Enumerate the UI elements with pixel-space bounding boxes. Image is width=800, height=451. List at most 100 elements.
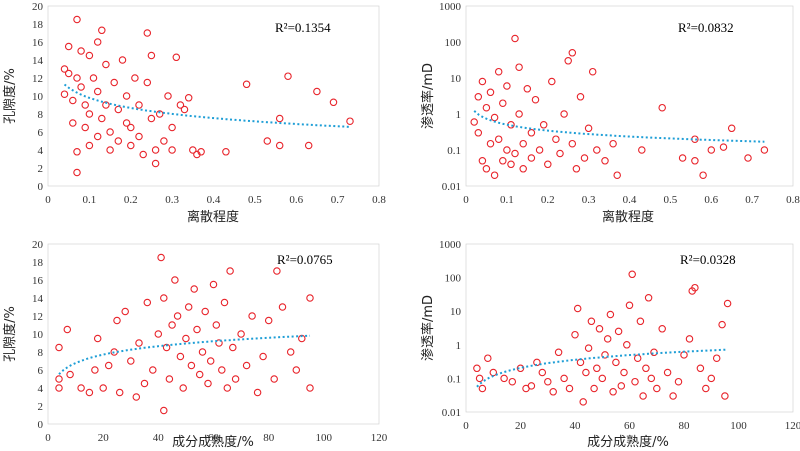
data-point <box>223 384 232 392</box>
data-point <box>209 280 218 289</box>
data-point <box>696 364 705 373</box>
data-point <box>180 105 189 114</box>
data-point <box>81 101 89 109</box>
data-point <box>98 114 106 123</box>
data-point <box>633 354 642 362</box>
data-point <box>114 137 123 145</box>
data-point <box>190 285 198 293</box>
data-point <box>193 325 201 334</box>
data-point <box>69 96 77 105</box>
data-point <box>229 343 237 352</box>
data-point <box>172 53 181 62</box>
data-point <box>519 165 527 173</box>
data-point <box>503 146 511 154</box>
data-point <box>168 321 176 329</box>
data-point <box>143 78 152 87</box>
data-point <box>313 87 321 96</box>
data-point <box>674 377 683 386</box>
data-point <box>474 93 483 101</box>
x-tick-label: 0.1 <box>500 194 514 206</box>
data-point <box>259 352 267 361</box>
data-point <box>91 366 99 374</box>
data-point <box>511 149 519 158</box>
data-point <box>149 366 157 374</box>
data-point <box>212 321 221 329</box>
data-point <box>484 354 492 362</box>
y-tick-label: 10 <box>32 91 44 103</box>
data-point <box>173 312 182 320</box>
data-point <box>263 137 272 145</box>
data-point <box>135 101 143 109</box>
data-point <box>139 150 147 159</box>
data-point <box>490 113 499 122</box>
data-point <box>147 114 156 123</box>
data-point <box>601 157 609 165</box>
r-squared-label: R²=0.0832 <box>678 20 734 35</box>
data-point <box>614 327 623 336</box>
data-point <box>275 141 284 150</box>
data-point <box>135 339 143 347</box>
data-point <box>73 148 81 156</box>
data-point <box>304 141 313 150</box>
data-point <box>168 146 176 154</box>
data-point <box>122 92 131 100</box>
data-point <box>264 316 273 325</box>
data-point <box>220 298 229 307</box>
y-tick-label: 14 <box>32 55 44 67</box>
data-point <box>85 388 94 397</box>
x-tick-label: 80 <box>263 432 275 444</box>
data-point <box>63 325 72 334</box>
x-tick-label: 0 <box>45 194 51 206</box>
x-tick-label: 0.5 <box>664 194 678 206</box>
data-point <box>140 379 149 388</box>
data-point <box>131 74 139 82</box>
data-point <box>556 149 564 158</box>
data-point <box>179 384 187 392</box>
y-tick-label: 8 <box>38 347 44 359</box>
data-point <box>744 154 752 162</box>
data-point <box>702 384 710 393</box>
scatter-points <box>470 34 769 179</box>
data-point <box>60 65 69 73</box>
data-point <box>77 47 85 55</box>
x-tick-labels: 0 0.1 0.2 0.3 0.4 0.5 0.6 0.7 0.8 <box>463 194 800 206</box>
data-point <box>723 299 732 308</box>
data-point <box>242 80 251 89</box>
y-tick-label: 4 <box>38 383 44 395</box>
y-tick-label: 0.01 <box>442 407 461 419</box>
y-tick-labels: 0 2 4 6 8 10 12 14 16 18 20 <box>32 239 44 431</box>
data-point <box>548 77 556 86</box>
data-point <box>620 368 628 377</box>
data-point <box>568 49 577 57</box>
x-tick-label: 120 <box>371 432 388 444</box>
x-tick-label: 0.2 <box>541 194 555 206</box>
data-point <box>306 384 314 392</box>
y-tick-label: 18 <box>32 19 44 31</box>
data-point <box>499 99 507 107</box>
data-point <box>623 341 631 349</box>
y-tick-label: 12 <box>32 311 43 323</box>
data-point <box>73 15 81 24</box>
x-tick-label: 60 <box>208 432 220 444</box>
data-point <box>85 110 94 118</box>
data-point <box>73 168 81 177</box>
data-point <box>628 270 636 279</box>
x-tick-label: 0.1 <box>83 194 97 206</box>
scatter-points <box>473 270 732 406</box>
y-tick-label: 0.01 <box>442 181 461 193</box>
data-point <box>572 165 581 173</box>
data-point <box>535 146 544 154</box>
y-axis-label: 渗透率/mD <box>420 63 436 129</box>
data-point <box>580 154 589 162</box>
data-point <box>478 157 487 165</box>
data-point <box>171 276 179 284</box>
data-point <box>89 74 98 82</box>
data-point <box>64 42 73 51</box>
data-point <box>195 370 204 379</box>
data-point <box>204 379 212 388</box>
data-point <box>531 95 540 104</box>
x-tick-label: 0 <box>463 194 469 206</box>
data-point <box>98 26 106 35</box>
data-point <box>579 398 587 406</box>
data-point <box>85 51 94 60</box>
